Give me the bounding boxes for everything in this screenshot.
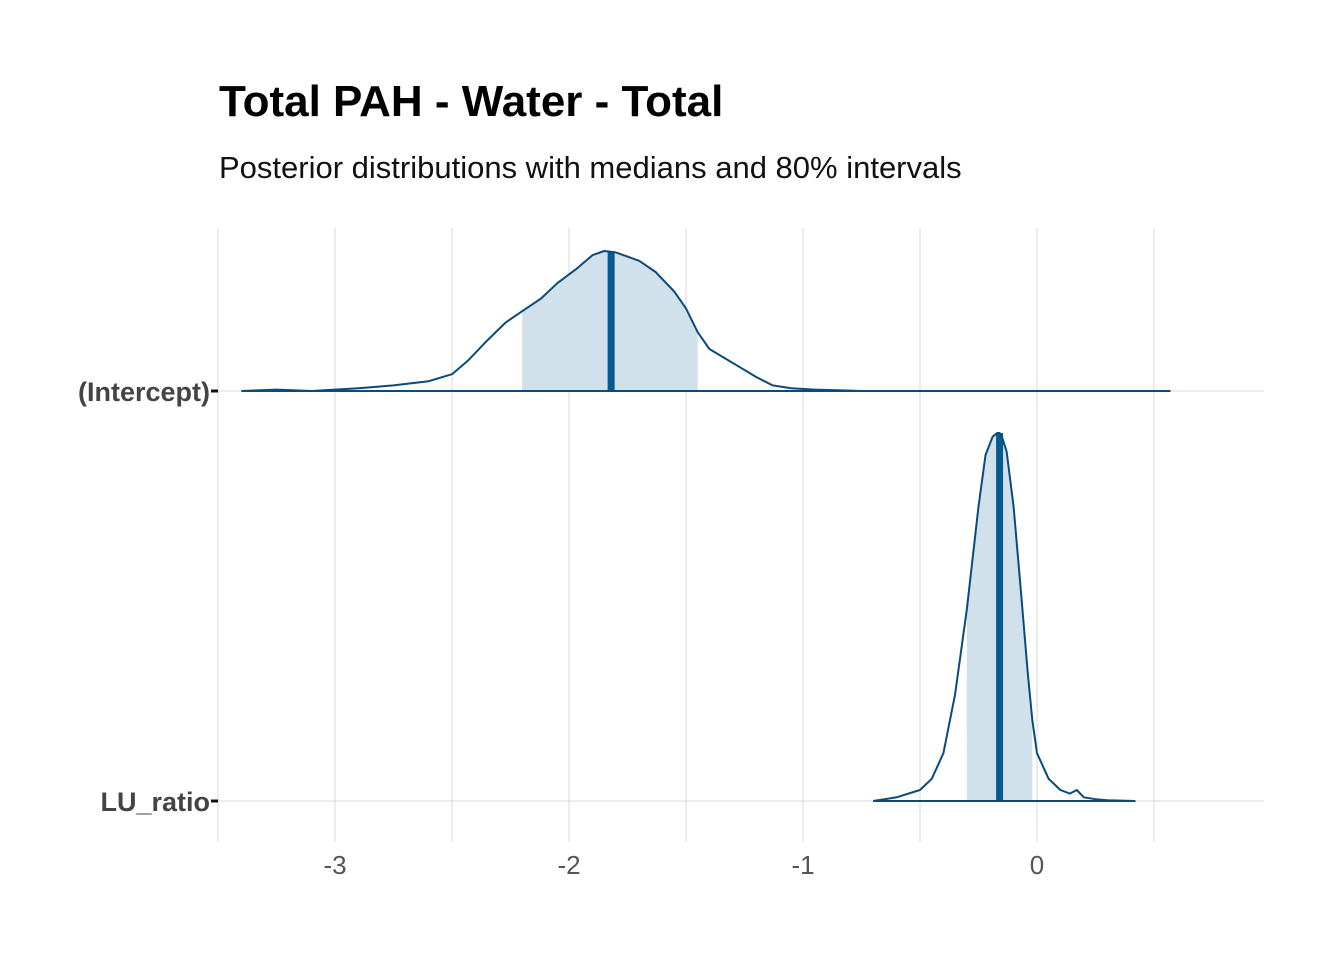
x-tick-label: -2 (557, 850, 580, 880)
density-curve (241, 250, 1171, 392)
density-curve (873, 432, 1136, 802)
chart-title: Total PAH - Water - Total (219, 77, 723, 126)
axes: (Intercept) LU_ratio -3 -2 -1 0 (78, 377, 1044, 880)
x-tick-label: -1 (791, 850, 814, 880)
density-areas (241, 250, 1171, 802)
y-tick-label: (Intercept) (78, 377, 210, 407)
chart-subtitle: Posterior distributions with medians and… (219, 150, 962, 185)
y-tick-label: LU_ratio (100, 787, 210, 817)
x-tick-label: 0 (1030, 850, 1044, 880)
x-tick-label: -3 (323, 850, 346, 880)
gridlines (217, 228, 1264, 842)
